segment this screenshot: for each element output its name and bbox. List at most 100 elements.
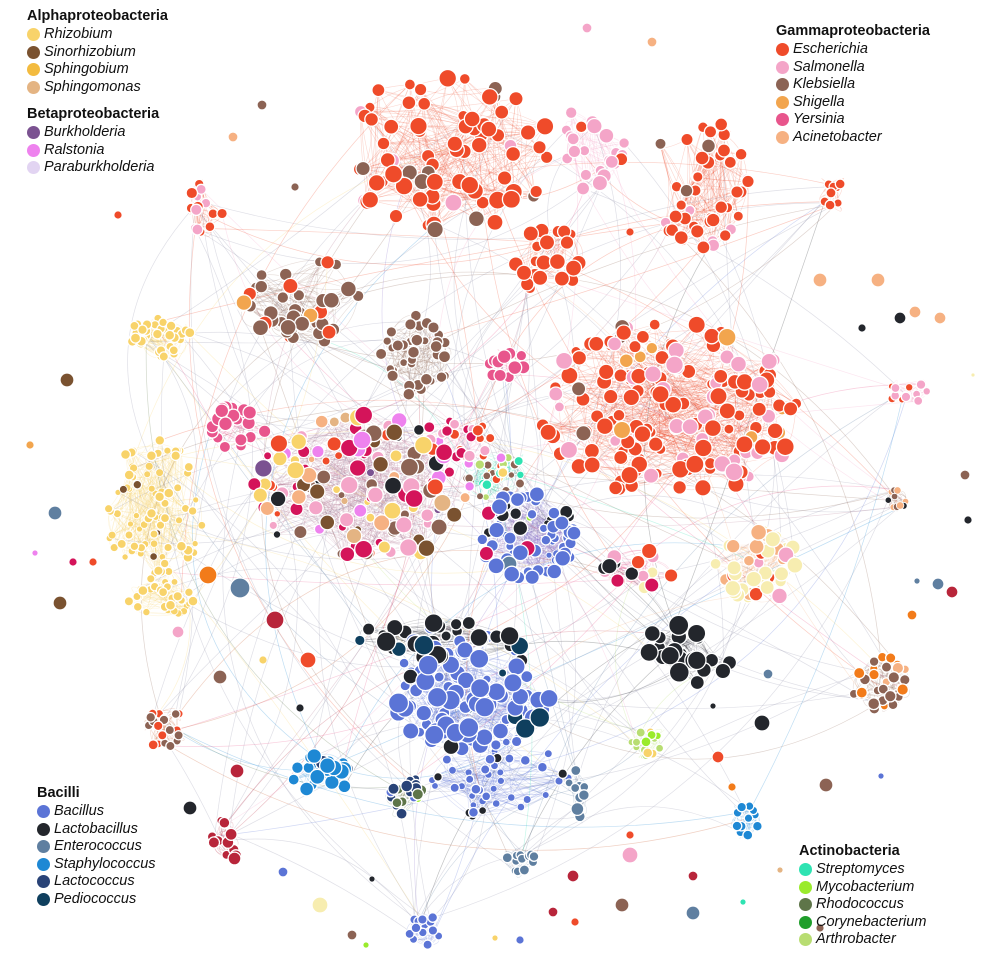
network-node [157,730,168,741]
network-node [640,542,658,560]
network-node [319,514,336,531]
network-node [382,336,393,347]
network-node [479,764,491,775]
legend-color-dot-icon [776,113,789,127]
network-node [512,520,529,537]
legend-color-dot-icon [37,840,50,854]
network-node [292,288,306,302]
network-node [877,683,889,695]
network-node [535,116,555,136]
network-node [759,579,775,596]
network-node [273,510,281,518]
network-node [673,230,689,246]
network-node [385,423,404,442]
network-node [646,36,658,48]
legend-bacilli: Bacilli Bacillus Lactobacillus Enterococcus… [37,785,156,908]
legend-item: Mycobacterium [799,879,926,897]
legend-genus-label: Lactococcus [54,873,135,890]
legend-item: Ralstonia [27,142,168,160]
network-node [259,500,276,517]
network-node [583,442,601,460]
network-node [348,459,367,477]
network-node [522,225,540,242]
network-node [441,425,453,437]
network-node [467,210,485,228]
network-node [511,544,529,562]
network-node [366,486,384,504]
network-node [635,329,651,345]
network-node [331,484,342,495]
network-node [361,622,376,636]
network-node [554,515,570,531]
network-node [625,830,635,840]
network-node [751,820,763,832]
network-node [628,339,642,354]
network-node [514,718,536,739]
network-node [963,515,973,525]
network-node [491,722,510,740]
network-node [913,577,921,585]
legend-color-dot-icon [799,915,812,929]
network-node [151,328,163,340]
network-node [290,433,308,451]
network-node [643,624,661,643]
network-node [406,345,421,359]
network-node [456,641,474,659]
network-node [383,118,400,135]
network-node [123,596,135,607]
network-node [604,154,619,170]
legend-color-dot-icon [799,898,812,912]
network-node [137,324,148,336]
legend-class-title: Actinobacteria [799,843,900,859]
network-node [540,534,552,546]
network-node [419,372,433,386]
network-node [945,585,959,599]
network-node [651,385,670,404]
network-node [183,587,194,598]
network-node [624,566,640,582]
network-node [224,827,238,841]
legend-item: Salmonella [776,59,930,77]
network-node [276,291,290,304]
legend-genus-label: Pediococcus [54,890,137,907]
network-node [320,254,335,270]
network-node [103,503,114,514]
network-node [818,777,834,793]
network-node [385,618,404,637]
network-node [970,372,976,378]
network-node [420,508,435,523]
network-node [507,657,526,676]
network-node [538,234,556,251]
network-node [566,869,580,883]
legend-genus-label: Arthrobacter [816,931,896,948]
network-node [564,106,578,120]
network-node [476,533,489,546]
network-node [272,450,288,467]
network-node [229,577,251,599]
network-node [258,655,268,665]
network-node [515,935,525,945]
network-node [745,570,763,588]
network-node [287,773,300,786]
network-node [660,645,680,666]
network-node [488,521,505,539]
network-node [218,416,233,432]
legend-item: Rhodococcus [799,896,926,914]
legend-item: Sphingobium [27,61,168,79]
network-node [723,155,737,170]
network-node [664,395,683,414]
network-node [680,132,694,147]
network-node [647,436,664,453]
network-node [254,279,269,294]
network-node [282,277,299,295]
network-node [460,175,480,195]
network-node [922,387,931,396]
network-node [187,506,198,516]
network-node [524,569,540,586]
network-node [391,339,405,352]
network-node [723,423,735,435]
network-node [175,540,187,552]
network-node [913,395,924,407]
network-node [494,104,510,120]
network-node [377,540,392,554]
